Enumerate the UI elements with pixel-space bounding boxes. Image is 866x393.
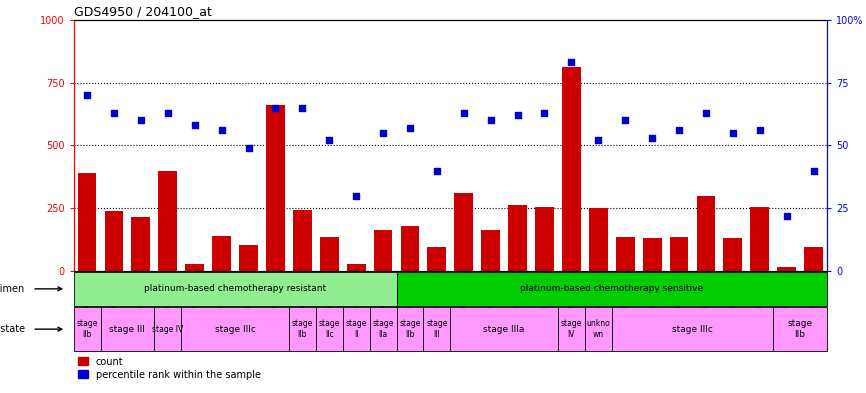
Bar [132, 217, 151, 271]
Bar [293, 209, 312, 271]
Bar [558, 307, 585, 351]
Bar [535, 207, 554, 271]
Point [188, 122, 202, 129]
Point [322, 137, 336, 143]
Text: stage
IIc: stage IIc [319, 320, 340, 339]
Bar [696, 196, 715, 271]
Text: stage
IIb: stage IIb [787, 320, 812, 339]
Text: stage IIIc: stage IIIc [215, 325, 255, 334]
Bar [428, 247, 446, 271]
Bar [805, 247, 823, 271]
Text: stage
III: stage III [426, 320, 448, 339]
Bar [723, 239, 742, 271]
Text: stage
II: stage II [346, 320, 367, 339]
Bar [508, 204, 527, 271]
Bar [370, 307, 397, 351]
Text: disease state: disease state [0, 324, 24, 334]
Bar [74, 272, 397, 306]
Bar [239, 245, 258, 271]
Bar [455, 193, 473, 271]
Text: platinum-based chemotherapy sensitive: platinum-based chemotherapy sensitive [520, 285, 703, 293]
Bar [154, 307, 181, 351]
Point [295, 105, 309, 111]
Text: unkno
wn: unkno wn [586, 320, 611, 339]
Bar [589, 208, 608, 271]
Bar [616, 237, 635, 271]
Text: stage
IIa: stage IIa [372, 320, 394, 339]
Point [779, 213, 793, 219]
Bar [643, 239, 662, 271]
Legend: count, percentile rank within the sample: count, percentile rank within the sample [79, 356, 261, 380]
Text: GDS4950 / 204100_at: GDS4950 / 204100_at [74, 6, 211, 18]
Point [645, 135, 659, 141]
Bar [669, 237, 688, 271]
Bar [289, 307, 316, 351]
Bar [105, 211, 123, 271]
Bar [185, 264, 204, 271]
Point [268, 105, 282, 111]
Point [511, 112, 525, 118]
Bar [585, 307, 611, 351]
Point [349, 193, 363, 199]
Bar [778, 267, 796, 271]
Text: stage
IIb: stage IIb [399, 320, 421, 339]
Point [134, 117, 148, 123]
Point [591, 137, 605, 143]
Bar [423, 307, 450, 351]
Text: stage
IIb: stage IIb [292, 320, 313, 339]
Point [430, 167, 443, 174]
Point [242, 145, 255, 151]
Point [565, 59, 578, 66]
Point [753, 127, 766, 134]
Point [484, 117, 498, 123]
Bar [343, 307, 370, 351]
Text: stage
IV: stage IV [560, 320, 582, 339]
Bar [373, 230, 392, 271]
Point [457, 110, 471, 116]
Bar [401, 226, 419, 271]
Text: stage IIIc: stage IIIc [672, 325, 713, 334]
Point [726, 130, 740, 136]
Bar [181, 307, 289, 351]
Text: stage IIIa: stage IIIa [483, 325, 525, 334]
Point [161, 110, 175, 116]
Bar [562, 68, 581, 271]
Point [107, 110, 121, 116]
Text: stage
IIb: stage IIb [76, 320, 98, 339]
Bar [481, 230, 500, 271]
Bar [320, 237, 339, 271]
Point [699, 110, 713, 116]
Point [806, 167, 820, 174]
Text: stage III: stage III [109, 325, 145, 334]
Bar [346, 264, 365, 271]
Bar [316, 307, 343, 351]
Bar [397, 307, 423, 351]
Text: specimen: specimen [0, 284, 24, 294]
Point [538, 110, 552, 116]
Text: platinum-based chemotherapy resistant: platinum-based chemotherapy resistant [144, 285, 326, 293]
Bar [78, 173, 96, 271]
Point [81, 92, 94, 98]
Point [215, 127, 229, 134]
Bar [266, 105, 285, 271]
Point [672, 127, 686, 134]
Point [618, 117, 632, 123]
Bar [611, 307, 773, 351]
Bar [212, 236, 231, 271]
Bar [397, 272, 827, 306]
Bar [450, 307, 558, 351]
Text: stage IV: stage IV [152, 325, 184, 334]
Bar [750, 207, 769, 271]
Bar [74, 307, 100, 351]
Bar [158, 171, 178, 271]
Point [376, 130, 390, 136]
Point [403, 125, 417, 131]
Bar [773, 307, 827, 351]
Bar [100, 307, 154, 351]
